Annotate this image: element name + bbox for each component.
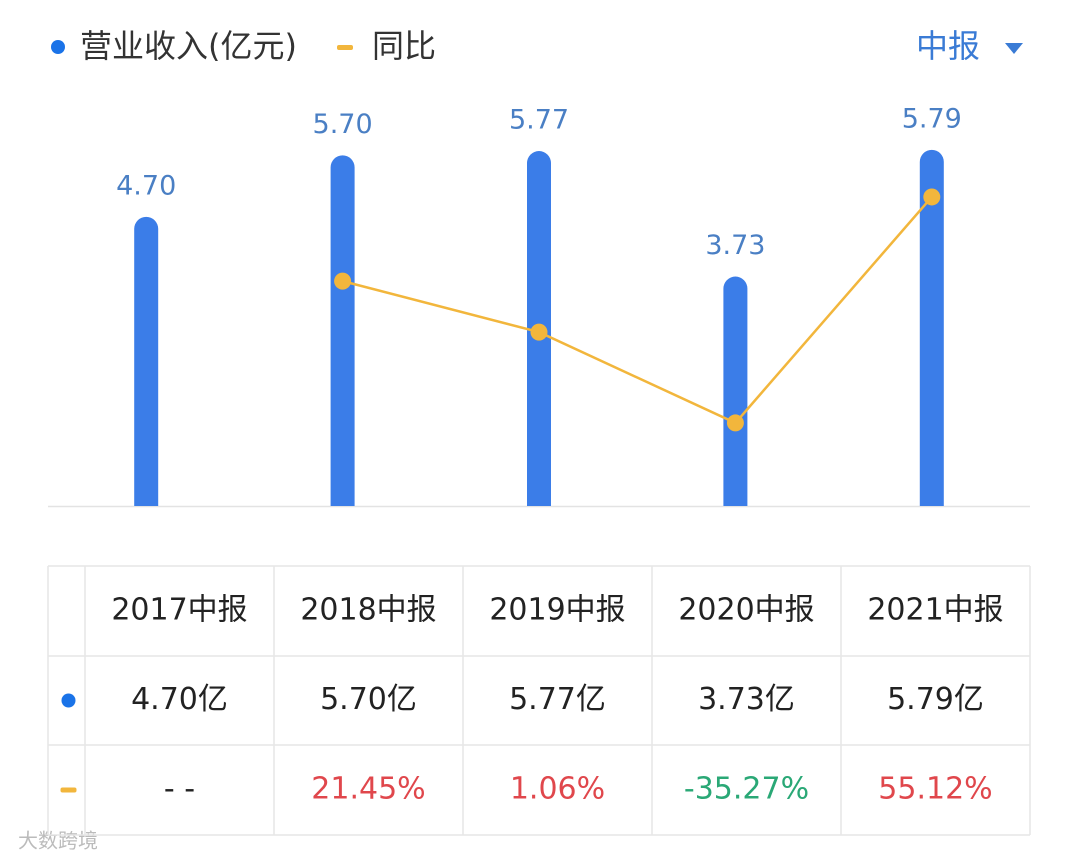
legend-label: 营业收入(亿元) — [80, 27, 297, 65]
table-header: 2021中报 — [867, 593, 1003, 628]
table-header: 2017中报 — [111, 593, 247, 628]
line — [342, 196, 933, 425]
bar-value-label: 5.77 — [509, 105, 569, 136]
watermark: 大数跨境 — [18, 829, 98, 853]
row-marker — [60, 787, 77, 793]
line-point — [334, 272, 352, 290]
bar — [330, 155, 355, 506]
bar-value-label: 5.79 — [902, 103, 962, 134]
table-cell: 5.79亿 — [887, 682, 984, 717]
table-header: 2018中报 — [300, 593, 436, 628]
table-cell: 4.70亿 — [131, 682, 228, 717]
line-point — [726, 414, 744, 432]
bar-value-label: 4.70 — [116, 170, 176, 201]
line-point — [923, 188, 941, 206]
legend-marker — [337, 45, 353, 50]
bar-value-label: 5.70 — [313, 109, 373, 140]
bar — [134, 216, 159, 506]
row-marker — [61, 693, 76, 708]
table-cell: 5.70亿 — [320, 682, 417, 717]
data-table: 2017中报 2018中报 2019中报 2020中报 2021中报 4.70亿 5.70亿… — [47, 565, 1031, 836]
table-cell: 21.45% — [311, 772, 425, 807]
table-cell: 1.06% — [510, 772, 605, 807]
table-cell: - - — [164, 772, 195, 807]
line-point — [530, 323, 548, 341]
bar-value-label: 3.73 — [705, 230, 765, 261]
legend-label: 同比 — [372, 27, 436, 65]
table-cell: 3.73亿 — [698, 682, 795, 717]
table-cell: -35.27% — [684, 772, 809, 807]
table-header: 2019中报 — [489, 593, 625, 628]
bar — [919, 149, 944, 506]
table-header: 2020中报 — [678, 593, 814, 628]
table-cell: 55.12% — [878, 772, 992, 807]
dropdown-arrow[interactable] — [1005, 43, 1023, 54]
legend-marker — [51, 40, 65, 54]
bar — [723, 276, 748, 506]
period-selector[interactable]: 中报 — [916, 27, 980, 65]
table-cell: 5.77亿 — [509, 682, 606, 717]
